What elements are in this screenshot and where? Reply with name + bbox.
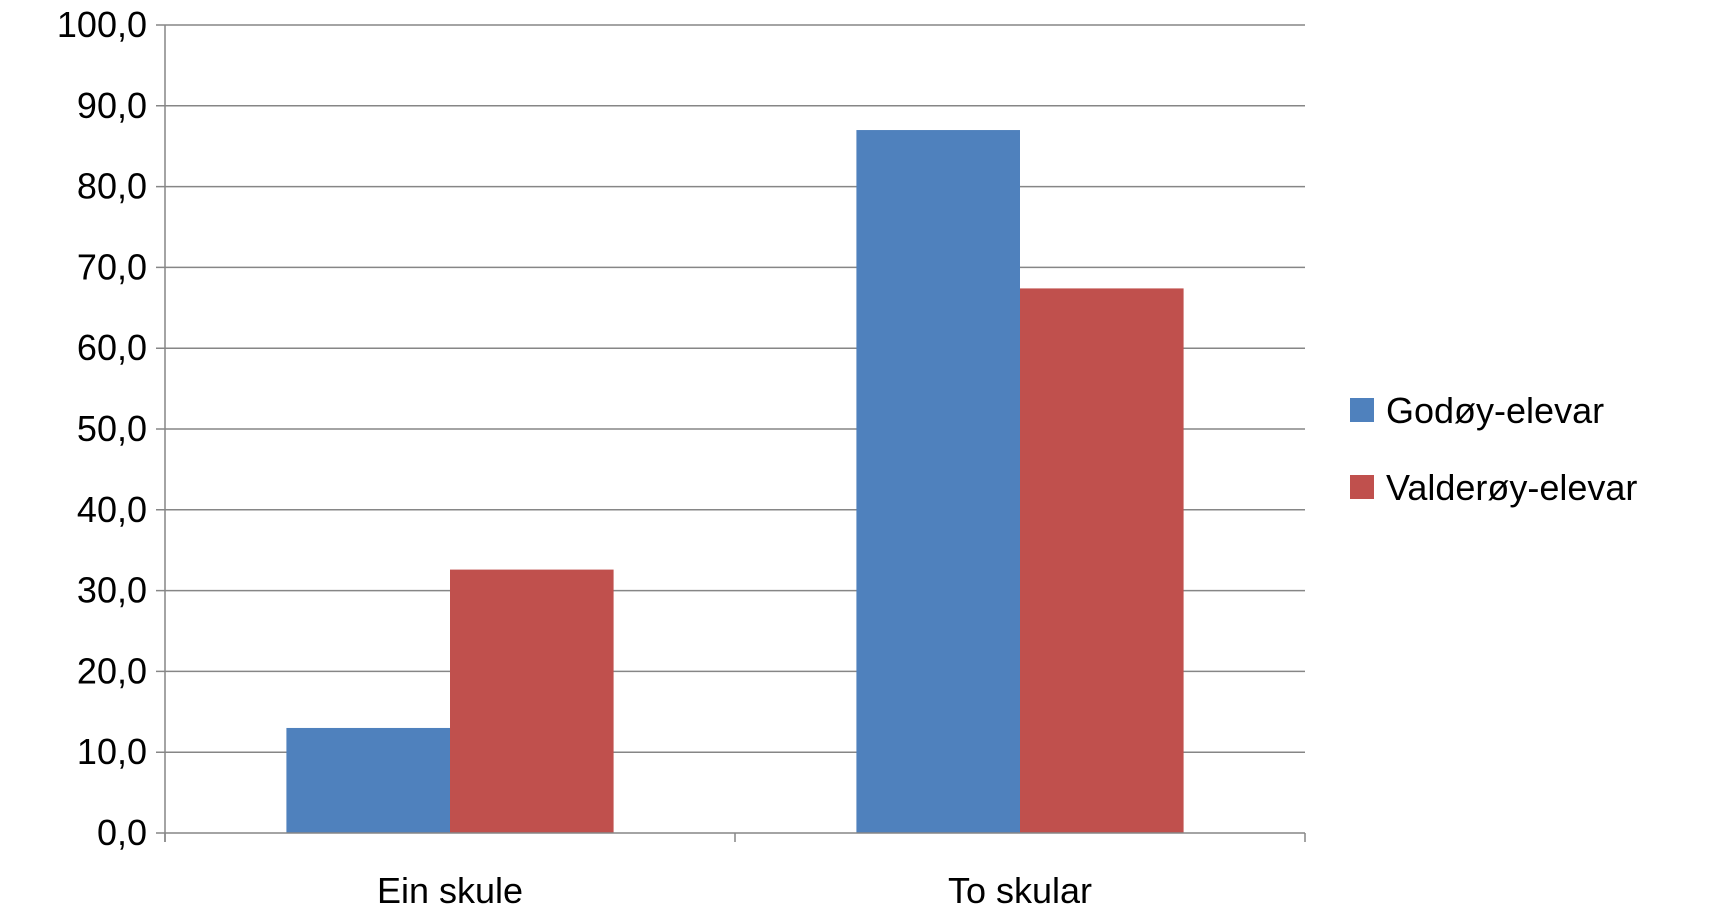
legend: Godøy-elevar Valderøy-elevar xyxy=(1350,390,1637,508)
y-tick-label: 0,0 xyxy=(97,812,147,853)
bar-valderoy-to-skular xyxy=(1020,288,1184,834)
legend-swatch xyxy=(1350,475,1374,499)
y-tick-label: 70,0 xyxy=(77,246,147,287)
axes xyxy=(156,25,1306,842)
y-tick-label: 40,0 xyxy=(77,489,147,530)
y-tick-labels: 0,0 10,0 20,0 30,0 40,0 50,0 60,0 70,0 80,0 90,0 1… xyxy=(57,4,147,853)
legend-swatch xyxy=(1350,398,1374,422)
gridlines xyxy=(156,24,1305,753)
x-tick-label: Ein skule xyxy=(377,870,523,907)
bar-valderoy-ein-skule xyxy=(450,569,614,833)
bars xyxy=(286,130,1184,834)
y-tick-label: 100,0 xyxy=(57,4,147,45)
legend-label: Valderøy-elevar xyxy=(1386,467,1637,508)
bar-godoy-to-skular xyxy=(856,130,1020,834)
y-tick-label: 50,0 xyxy=(77,408,147,449)
x-tick-labels: Ein skule To skular xyxy=(377,870,1092,907)
y-tick-label: 60,0 xyxy=(77,327,147,368)
y-tick-label: 30,0 xyxy=(77,570,147,611)
bar-godoy-ein-skule xyxy=(286,727,450,833)
y-tick-label: 20,0 xyxy=(77,650,147,691)
y-tick-label: 10,0 xyxy=(77,731,147,772)
y-tick-label: 90,0 xyxy=(77,85,147,126)
x-tick-label: To skular xyxy=(948,870,1092,907)
y-tick-label: 80,0 xyxy=(77,166,147,207)
legend-label: Godøy-elevar xyxy=(1386,390,1604,431)
